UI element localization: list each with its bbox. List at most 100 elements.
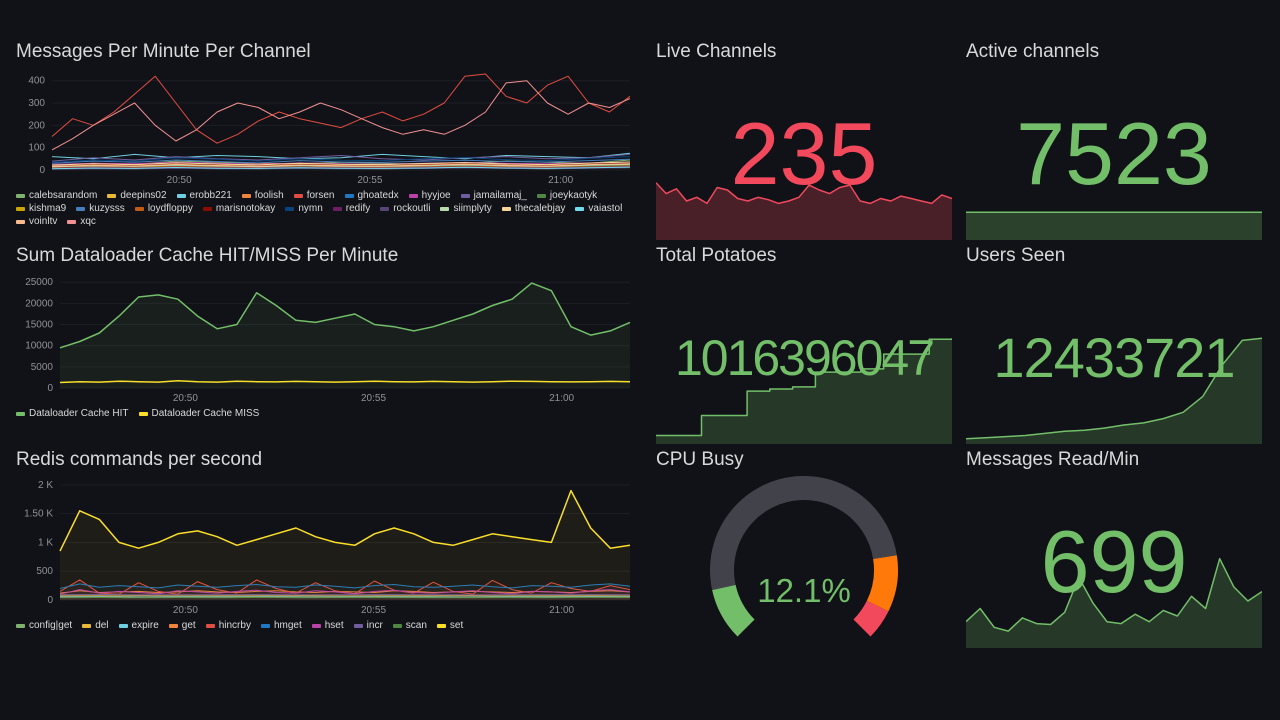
- svg-text:20:55: 20:55: [361, 393, 386, 404]
- legend-item[interactable]: nymn: [285, 203, 323, 214]
- series-color-marker: [16, 219, 25, 224]
- panel-title-total-potatoes: Total Potatoes: [656, 245, 777, 266]
- legend-item[interactable]: del: [82, 620, 109, 631]
- legend-label: hincrby: [218, 620, 251, 631]
- panel-title-messages-read: Messages Read/Min: [966, 449, 1140, 470]
- panel-title-active-channels: Active channels: [966, 41, 1100, 62]
- legend-item[interactable]: xqc: [67, 216, 96, 227]
- messages-read-value: 699: [1040, 512, 1188, 611]
- series-color-marker: [392, 623, 402, 628]
- series-color-marker: [260, 623, 270, 628]
- legend-label: deepins02: [120, 190, 167, 201]
- legend-item[interactable]: loydfloppy: [134, 203, 193, 214]
- legend-item[interactable]: kishma9: [16, 203, 66, 214]
- series-color-marker: [138, 411, 148, 416]
- legend-label: hyyjoe: [421, 190, 451, 201]
- series-color-marker: [16, 411, 25, 416]
- legend-label: nymn: [298, 203, 323, 214]
- svg-text:20:50: 20:50: [173, 605, 198, 616]
- svg-text:1 K: 1 K: [38, 537, 53, 548]
- panel-title-messages: Messages Per Minute Per Channel: [16, 41, 311, 62]
- redis-legend: config|get del expire get hincrby hmget hset in…: [16, 620, 642, 631]
- series-color-marker: [285, 206, 295, 211]
- messages-read-body: 699: [966, 476, 1262, 648]
- live-channels-sparkline[interactable]: [656, 178, 952, 240]
- series-color-marker: [168, 623, 178, 628]
- panel-dataloader-cache: Sum Dataloader Cache HIT/MISS Per Minute…: [16, 244, 642, 448]
- svg-text:10000: 10000: [25, 341, 53, 352]
- legend-label: rockoutli: [393, 203, 431, 214]
- legend-item[interactable]: siimplyty: [440, 203, 492, 214]
- panel-active-channels: Active channels 7523: [966, 40, 1262, 244]
- series-color-marker: [460, 193, 470, 198]
- messages-read-sparkline[interactable]: [966, 553, 1262, 648]
- svg-text:0: 0: [47, 383, 53, 394]
- legend-label: joeykaotyk: [549, 190, 598, 201]
- panel-cpu-busy: CPU Busy 12.1%: [656, 448, 952, 652]
- series-color-marker: [344, 193, 354, 198]
- series-color-marker: [408, 193, 418, 198]
- legend-item[interactable]: Dataloader Cache HIT: [16, 408, 129, 419]
- users-seen-sparkline[interactable]: [966, 332, 1262, 444]
- panel-title-cache: Sum Dataloader Cache HIT/MISS Per Minute: [16, 245, 399, 266]
- legend-item[interactable]: joeykaotyk: [536, 190, 598, 201]
- series-color-marker: [118, 623, 128, 628]
- legend-item[interactable]: expire: [118, 620, 159, 631]
- legend-item[interactable]: ghoatedx: [344, 190, 399, 201]
- legend-item[interactable]: incr: [353, 620, 383, 631]
- legend-label: config|get: [29, 620, 73, 631]
- legend-label: erobb221: [189, 190, 232, 201]
- cpu-busy-value: 12.1%: [757, 572, 851, 609]
- legend-item[interactable]: hyyjoe: [408, 190, 451, 201]
- legend-item[interactable]: forsen: [293, 190, 335, 201]
- legend-label: del: [95, 620, 109, 631]
- panel-title-redis: Redis commands per second: [16, 449, 263, 470]
- legend-item[interactable]: calebsarandom: [16, 190, 97, 201]
- legend-item[interactable]: hincrby: [205, 620, 251, 631]
- legend-item[interactable]: foolish: [241, 190, 284, 201]
- legend-item[interactable]: Dataloader Cache MISS: [138, 408, 259, 419]
- legend-item[interactable]: scan: [392, 620, 427, 631]
- panel-title-cpu-busy: CPU Busy: [656, 449, 744, 470]
- legend-label: Dataloader Cache HIT: [29, 408, 129, 419]
- svg-text:300: 300: [28, 98, 45, 109]
- series-color-marker: [332, 206, 342, 211]
- series-color-marker: [67, 219, 77, 224]
- active-channels-sparkline[interactable]: [966, 210, 1262, 240]
- legend-item[interactable]: set: [436, 620, 463, 631]
- legend-item[interactable]: redify: [332, 203, 370, 214]
- legend-label: foolish: [254, 190, 284, 201]
- legend-item[interactable]: jamailamaj_: [460, 190, 527, 201]
- legend-item[interactable]: hset: [311, 620, 344, 631]
- svg-text:20:55: 20:55: [357, 175, 382, 186]
- dataloader-cache-chart[interactable]: 0 5000 10000 15000 20000 25000 20:50 20:55 21:00: [16, 272, 636, 404]
- legend-item[interactable]: marisnotokay: [202, 203, 275, 214]
- legend-item[interactable]: voinltv: [16, 216, 57, 227]
- legend-item[interactable]: hmget: [260, 620, 302, 631]
- legend-item[interactable]: get: [168, 620, 196, 631]
- legend-label: vaiastol: [588, 203, 623, 214]
- series-color-marker: [380, 206, 390, 211]
- legend-item[interactable]: thecalebjay: [501, 203, 566, 214]
- svg-text:20:55: 20:55: [361, 605, 386, 616]
- total-potatoes-sparkline[interactable]: [656, 332, 952, 444]
- series-color-marker: [107, 193, 117, 198]
- cpu-busy-gauge[interactable]: [656, 476, 952, 648]
- legend-item[interactable]: vaiastol: [575, 203, 622, 214]
- legend-item[interactable]: kuzysss: [76, 203, 125, 214]
- messages-per-minute-chart[interactable]: 0 100 200 300 400 20:50 20:55 21:00: [16, 68, 636, 186]
- redis-commands-chart[interactable]: 0 500 1 K 1.50 K 2 K 20:50 20:55 21:00: [16, 476, 636, 616]
- legend-item[interactable]: rockoutli: [380, 203, 430, 214]
- series-color-marker: [440, 206, 450, 211]
- svg-text:21:00: 21:00: [548, 175, 573, 186]
- legend-label: expire: [131, 620, 159, 631]
- svg-text:400: 400: [28, 76, 45, 87]
- legend-item[interactable]: erobb221: [176, 190, 232, 201]
- active-channels-value: 7523: [1016, 104, 1212, 203]
- live-channels-body: 235: [656, 68, 952, 240]
- users-seen-value: 12433721: [993, 326, 1235, 389]
- legend-label: thecalebjay: [514, 203, 566, 214]
- legend-item[interactable]: config|get: [16, 620, 72, 631]
- legend-item[interactable]: deepins02: [107, 190, 167, 201]
- legend-label: siimplyty: [453, 203, 492, 214]
